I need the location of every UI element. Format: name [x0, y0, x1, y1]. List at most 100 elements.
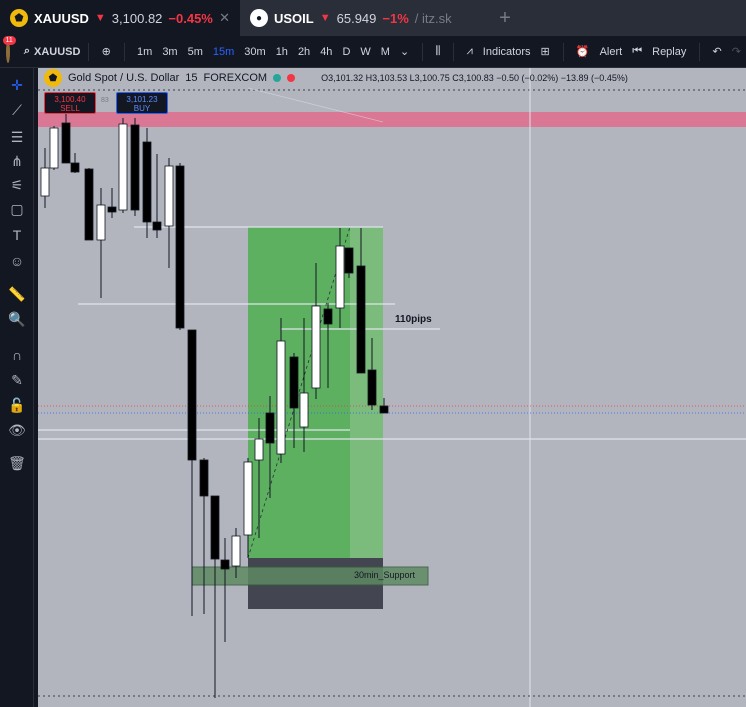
- trash-icon[interactable]: 🗑: [8, 454, 26, 471]
- interval-3m[interactable]: 3m: [162, 45, 178, 58]
- interval-w[interactable]: W: [360, 45, 371, 58]
- undo-icon[interactable]: ↶: [712, 46, 722, 58]
- buy-label: BUY: [133, 104, 151, 113]
- sell-button[interactable]: 3,100.40 SELL: [44, 92, 96, 114]
- interval-d[interactable]: D: [342, 45, 351, 58]
- candle-down: [84, 168, 94, 241]
- close-icon[interactable]: ✕: [219, 10, 230, 25]
- buy-button[interactable]: 3,101.23 BUY: [116, 92, 168, 114]
- magnet-icon[interactable]: ∩: [11, 347, 23, 363]
- layouts-icon[interactable]: ⊞: [540, 46, 550, 58]
- down-arrow-icon: ▼: [319, 12, 331, 24]
- tab-symbol: USOIL: [274, 10, 314, 26]
- legend-interval: 15: [185, 72, 198, 84]
- compare-icon[interactable]: ⊕: [101, 46, 111, 58]
- alert-icon[interactable]: ⏰: [575, 46, 590, 58]
- candle-up: [254, 438, 264, 461]
- indicators-button[interactable]: Indicators: [482, 45, 531, 58]
- replay-button[interactable]: Replay: [652, 45, 687, 58]
- candle-down: [367, 369, 377, 406]
- pitchfork-icon[interactable]: ⋔: [11, 152, 23, 169]
- interval-1m[interactable]: 1m: [137, 45, 153, 58]
- add-tab-button[interactable]: +: [499, 6, 511, 29]
- candle-up: [299, 392, 309, 428]
- buy-price: 3,101.23: [126, 95, 158, 104]
- candle-down: [379, 405, 389, 414]
- oil-drop-icon: ●: [250, 9, 268, 27]
- text-icon[interactable]: T: [12, 227, 22, 243]
- tab-change: −1%: [382, 10, 409, 26]
- symbol-label: XAUUSD: [34, 45, 81, 58]
- tab-change: −0.45%: [168, 10, 213, 26]
- candle-down: [107, 206, 117, 213]
- tab-bar: ⬟ XAUUSD ▼ 3,100.82 −0.45% ✕ ● USOIL ▼ 6…: [0, 0, 746, 36]
- candle-down: [142, 141, 152, 223]
- tab-symbol: XAUUSD: [34, 10, 89, 26]
- chart-legend: ⬟ Gold Spot / U.S. Dollar 15 FOREXCOM O3…: [38, 68, 628, 88]
- candle-down: [187, 329, 197, 461]
- tab-price: 65.949: [336, 10, 377, 26]
- interval-2h[interactable]: 2h: [297, 45, 311, 58]
- interval-4h[interactable]: 4h: [320, 45, 333, 58]
- ruler-icon[interactable]: 📏: [8, 285, 26, 302]
- candle-up: [231, 535, 241, 567]
- support-label: 30min_Support: [354, 570, 416, 580]
- candle-down: [220, 559, 230, 570]
- candle-down: [323, 308, 333, 325]
- trendline-icon[interactable]: ⟋: [12, 101, 22, 118]
- crosshair-icon[interactable]: ✛: [11, 76, 23, 93]
- down-arrow-icon: ▼: [94, 12, 106, 24]
- tab-price: 3,100.82: [111, 10, 163, 26]
- session-status-icon: [287, 74, 296, 82]
- decor-line: [247, 87, 384, 123]
- interval-5m[interactable]: 5m: [187, 45, 203, 58]
- sell-label: SELL: [60, 104, 80, 113]
- candle-up: [118, 123, 128, 211]
- candle-down: [344, 247, 354, 274]
- lock-drawing-icon[interactable]: ✎: [11, 371, 23, 388]
- zoom-icon[interactable]: 🔍: [8, 310, 26, 327]
- chevron-down-icon[interactable]: ⌄: [399, 46, 410, 58]
- tab-extra: / itz.sk: [414, 10, 452, 26]
- notification-badge: 11: [2, 35, 16, 45]
- sell-price: 3,100.40: [54, 95, 86, 104]
- lock-icon[interactable]: 🔓: [8, 396, 26, 413]
- interval-30m[interactable]: 30m: [244, 45, 266, 58]
- shapes-icon[interactable]: ▢: [10, 200, 24, 217]
- legend-source: FOREXCOM: [203, 72, 268, 84]
- alert-button[interactable]: Alert: [599, 45, 623, 58]
- legend-ohlc: O3,101.32 H3,103.53 L3,100.75 C3,100.83 …: [321, 73, 628, 83]
- legend-title: Gold Spot / U.S. Dollar: [68, 72, 180, 84]
- candle-up: [96, 204, 106, 241]
- drawing-toolbar: ✛ ⟋ ☰ ⋔ ⚟ ▢ T ☺ 📏 🔍 ∩ ✎ 🔓 👁 🗑: [0, 68, 34, 707]
- projection-path: [247, 226, 351, 559]
- redo-icon[interactable]: ↷: [731, 46, 741, 58]
- gann-tools-icon[interactable]: ⚟: [10, 176, 24, 193]
- candle-down: [61, 122, 71, 164]
- tab-xauusd[interactable]: ⬟ XAUUSD ▼ 3,100.82 −0.45% ✕: [0, 0, 240, 36]
- chart-pane[interactable]: ⬟ Gold Spot / U.S. Dollar 15 FOREXCOM O3…: [38, 68, 746, 707]
- avatar[interactable]: 11: [2, 35, 16, 63]
- horizontal-lines-icon[interactable]: ☰: [10, 128, 24, 145]
- candles-icon[interactable]: ⫼: [435, 45, 441, 57]
- candle-up: [164, 165, 174, 227]
- top-toolbar: 11 ⌕ XAUUSD ⊕ 1m 3m 5m 15m 30m 1h 2h 4h …: [0, 35, 746, 68]
- gold-icon: ⬟: [10, 9, 28, 27]
- replay-icon[interactable]: ⏮: [632, 45, 643, 57]
- candle-down: [265, 412, 275, 444]
- candle-up: [49, 127, 59, 169]
- search-icon: ⌕: [23, 45, 31, 57]
- candle-up: [40, 167, 50, 197]
- eye-icon[interactable]: 👁: [8, 421, 26, 438]
- emoji-icon[interactable]: ☺: [9, 253, 25, 269]
- interval-1h[interactable]: 1h: [275, 45, 288, 58]
- candle-down: [70, 162, 80, 173]
- interval-15m[interactable]: 15m: [212, 45, 235, 58]
- gold-icon: ⬟: [44, 69, 62, 87]
- indicators-icon[interactable]: ⩘: [466, 45, 473, 57]
- symbol-search[interactable]: ⌕ XAUUSD: [24, 45, 81, 58]
- candle-down: [289, 356, 299, 409]
- tab-usoil[interactable]: ● USOIL ▼ 65.949 −1% / itz.sk: [240, 0, 485, 36]
- interval-m[interactable]: M: [380, 45, 390, 58]
- spread-value: 83: [101, 97, 109, 104]
